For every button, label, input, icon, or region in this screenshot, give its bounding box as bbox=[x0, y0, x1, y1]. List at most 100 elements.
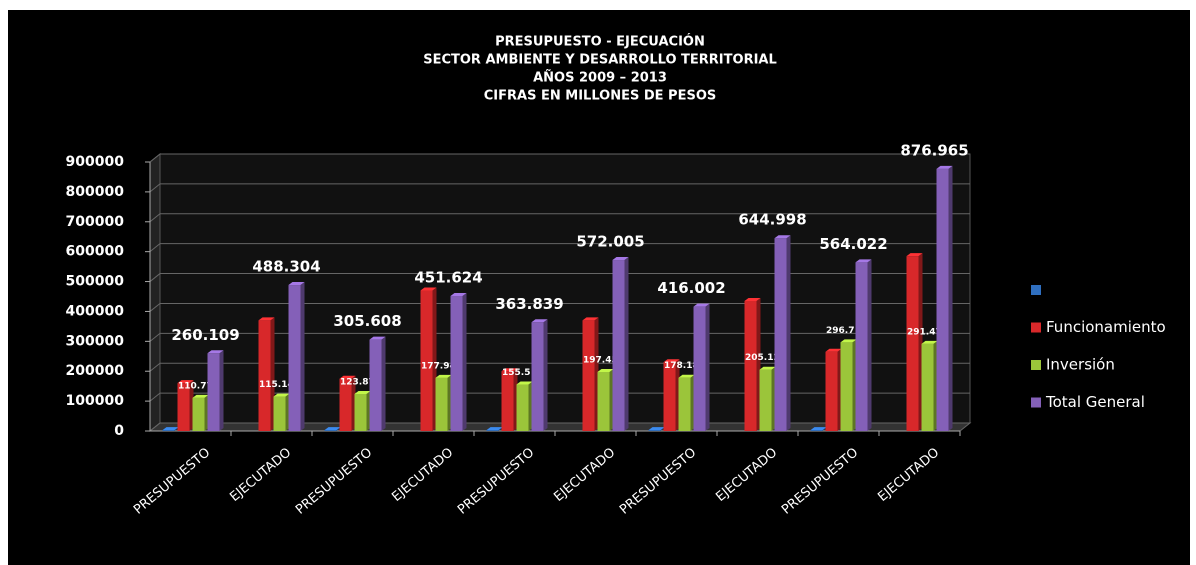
data-label: 572.005 bbox=[576, 233, 644, 251]
bar bbox=[192, 397, 205, 431]
grid-line bbox=[149, 153, 970, 163]
data-label: 178.188 bbox=[664, 361, 705, 371]
bar bbox=[435, 377, 448, 431]
legend-swatch bbox=[1031, 360, 1041, 370]
bar-top bbox=[354, 390, 371, 394]
data-label: 296.715 bbox=[826, 326, 867, 336]
bar bbox=[450, 296, 463, 431]
y-tick-label: 400000 bbox=[66, 303, 125, 319]
data-label: 260.109 bbox=[171, 326, 239, 344]
bar-side bbox=[300, 282, 305, 431]
side-wall bbox=[149, 152, 161, 433]
data-label: 205.127 bbox=[745, 353, 786, 363]
legend-swatch bbox=[1031, 322, 1041, 333]
bar bbox=[273, 396, 286, 431]
bar-top bbox=[678, 374, 695, 378]
y-tick-label: 200000 bbox=[66, 363, 125, 379]
bar bbox=[693, 306, 706, 431]
bar bbox=[258, 320, 271, 431]
grid-line bbox=[149, 183, 970, 193]
data-label: 564.022 bbox=[819, 235, 887, 253]
bar bbox=[678, 377, 691, 431]
data-label: 363.839 bbox=[495, 295, 563, 313]
bar-top bbox=[369, 336, 386, 340]
bar-top bbox=[840, 339, 857, 343]
bar bbox=[354, 393, 367, 431]
bar-top bbox=[855, 259, 872, 263]
bar-top bbox=[450, 293, 467, 297]
chart-title: AÑOS 2009 – 2013 bbox=[533, 70, 667, 86]
bar bbox=[288, 285, 301, 431]
bar-top bbox=[810, 427, 827, 431]
data-label: 451.624 bbox=[414, 269, 482, 287]
bar bbox=[486, 430, 499, 431]
bar-top bbox=[612, 257, 629, 261]
bar bbox=[759, 369, 772, 431]
bar bbox=[648, 430, 661, 431]
bar-top bbox=[663, 359, 680, 363]
bar-side bbox=[867, 259, 872, 431]
bar-top bbox=[162, 427, 179, 431]
data-label: 115.147 bbox=[259, 380, 300, 390]
bar-top bbox=[273, 393, 290, 397]
legend-label: Total General bbox=[1045, 393, 1145, 411]
bar-top bbox=[774, 235, 791, 239]
bar bbox=[921, 343, 934, 431]
bar-top bbox=[258, 317, 275, 321]
bar-top bbox=[420, 287, 437, 291]
chart-title: SECTOR AMBIENTE Y DESARROLLO TERRITORIAL bbox=[423, 53, 777, 68]
bar-top bbox=[339, 375, 356, 379]
bar-side bbox=[948, 165, 953, 432]
bar-top bbox=[936, 165, 953, 169]
legend-label: Funcionamiento bbox=[1046, 318, 1166, 336]
bar bbox=[339, 378, 352, 431]
grid-line bbox=[149, 213, 970, 223]
bar-top bbox=[177, 380, 194, 384]
legend-swatch bbox=[1031, 397, 1041, 408]
bar-top bbox=[906, 253, 923, 257]
y-tick-label: 700000 bbox=[66, 214, 125, 230]
legend-label: Inversión bbox=[1046, 356, 1115, 374]
bar-top bbox=[597, 368, 614, 372]
data-label: 488.304 bbox=[252, 258, 320, 276]
bar bbox=[420, 290, 433, 431]
bar-top bbox=[921, 340, 938, 344]
grid-line bbox=[149, 273, 970, 282]
legend-swatch bbox=[1031, 285, 1041, 295]
bar bbox=[612, 260, 625, 431]
bar bbox=[162, 430, 175, 431]
data-label: 876.965 bbox=[900, 141, 968, 159]
bar bbox=[774, 238, 787, 431]
data-label: 110.774 bbox=[178, 381, 219, 391]
bar-side bbox=[543, 319, 548, 431]
y-tick-label: 900000 bbox=[66, 154, 125, 170]
bar-top bbox=[324, 427, 341, 431]
bar bbox=[744, 300, 757, 431]
bar bbox=[663, 362, 676, 431]
bar bbox=[516, 384, 529, 431]
bar bbox=[597, 371, 610, 431]
bar bbox=[324, 430, 337, 431]
bar bbox=[810, 430, 823, 431]
bar bbox=[582, 320, 595, 431]
bar bbox=[840, 342, 853, 431]
bar bbox=[825, 351, 838, 431]
bar-top bbox=[501, 368, 518, 372]
bar bbox=[855, 262, 868, 431]
data-label: 416.002 bbox=[657, 279, 725, 297]
bar bbox=[531, 322, 544, 431]
bar-top bbox=[531, 319, 548, 323]
bar bbox=[906, 256, 919, 431]
bar-top bbox=[516, 381, 533, 385]
bar bbox=[369, 339, 382, 431]
bar-top bbox=[435, 374, 452, 378]
grid-line bbox=[149, 302, 970, 312]
bar bbox=[207, 353, 220, 431]
bar-top bbox=[288, 282, 305, 286]
bar-side bbox=[462, 293, 467, 431]
bar bbox=[936, 168, 949, 432]
y-tick-label: 800000 bbox=[66, 184, 125, 200]
data-label: 123.870 bbox=[340, 377, 381, 387]
